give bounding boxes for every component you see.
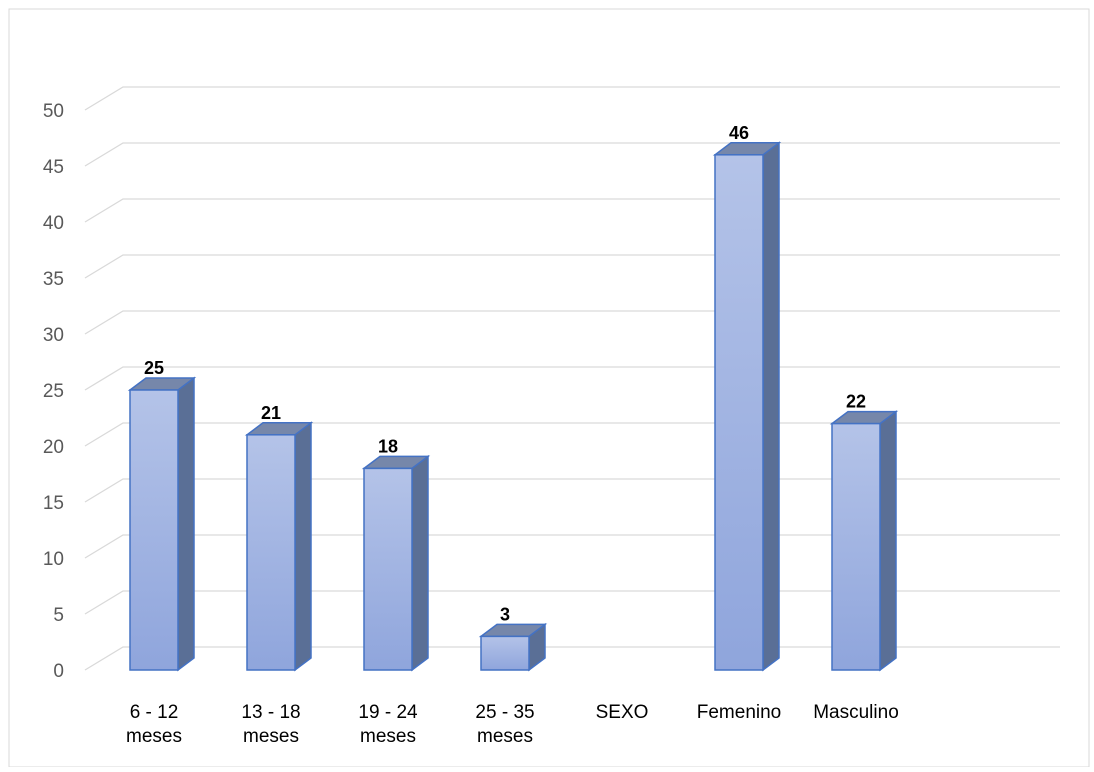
y-tick-label: 35 (43, 269, 64, 290)
gridline (84, 366, 1060, 391)
y-tick-label: 30 (43, 325, 64, 346)
gridline (84, 310, 1060, 335)
gridline (84, 478, 1060, 503)
y-tick-label: 0 (53, 661, 64, 682)
data-label: 46 (729, 123, 749, 143)
data-label: 21 (261, 403, 281, 423)
data-label: 25 (144, 358, 164, 378)
gridline (84, 422, 1060, 447)
bar-side (762, 141, 780, 672)
gridline (84, 590, 1060, 615)
bar-front (714, 154, 764, 671)
y-tick-label: 5 (53, 605, 64, 626)
bar-front (480, 635, 530, 671)
y-tick-label: 20 (43, 437, 64, 458)
data-label: 3 (500, 604, 510, 624)
bar-side (294, 421, 312, 672)
bar-front (246, 434, 296, 671)
gridline (84, 646, 1060, 671)
bar (361, 454, 431, 672)
bar (127, 376, 197, 672)
bar-side (411, 454, 429, 672)
x-tick-label: 13 - 18 meses (241, 702, 300, 747)
x-tick-label: 19 - 24 meses (358, 702, 418, 747)
data-labels: 25 21 18 3 46 22 (144, 123, 866, 625)
bar-front (363, 467, 413, 671)
bar (712, 141, 782, 672)
y-tick-label: 10 (43, 549, 64, 570)
gridline (84, 86, 1060, 111)
y-tick-label: 15 (43, 493, 64, 514)
bar (244, 421, 314, 672)
bar (829, 410, 899, 672)
gridline (84, 534, 1060, 559)
y-tick-label: 25 (43, 381, 64, 402)
bar (478, 622, 548, 672)
gridlines (84, 86, 1060, 671)
x-tick-label: Femenino (697, 702, 782, 723)
x-tick-label: SEXO (596, 702, 649, 723)
x-axis: 6 - 12 meses 13 - 18 meses 19 - 24 meses 25 - … (126, 702, 899, 747)
x-tick-label: Masculino (813, 702, 899, 723)
bars (127, 141, 899, 672)
x-tick-label: 6 - 12 meses (126, 702, 182, 747)
y-tick-label: 40 (43, 213, 64, 234)
y-tick-label: 50 (43, 101, 64, 122)
data-label: 18 (378, 436, 398, 456)
bar-front (831, 422, 881, 671)
gridline (84, 198, 1060, 223)
data-label: 22 (846, 392, 866, 412)
bar-front (129, 389, 179, 671)
x-tick-label: 25 - 35 meses (475, 702, 534, 747)
gridline (84, 254, 1060, 279)
y-tick-label: 45 (43, 157, 64, 178)
bar-side (879, 410, 897, 672)
gridline (84, 142, 1060, 167)
y-axis: 0 5 10 15 20 25 30 35 40 45 50 (43, 101, 64, 682)
bar-side (177, 376, 195, 672)
